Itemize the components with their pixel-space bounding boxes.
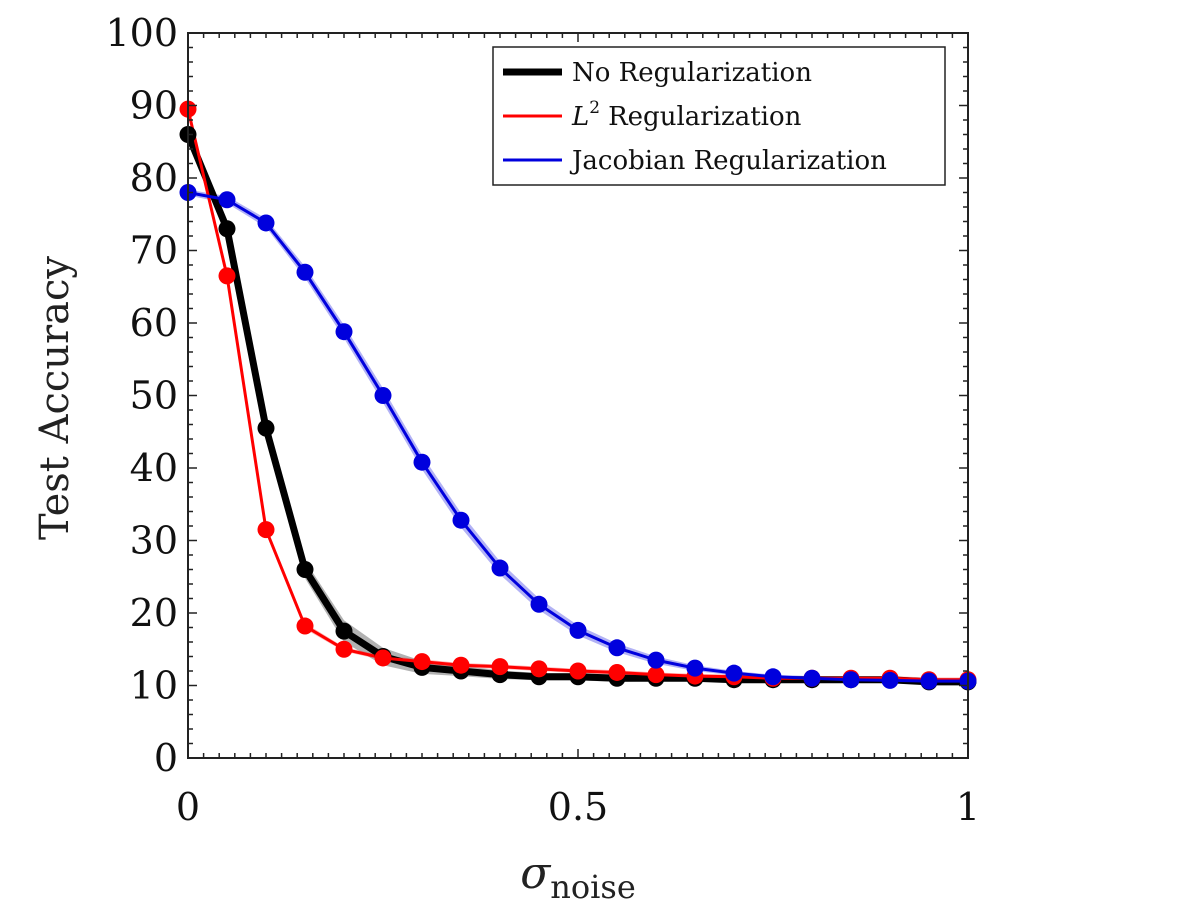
point-jacobian-regularization: [725, 664, 743, 682]
y-tick-label: 50: [130, 374, 178, 418]
y-tick-label: 80: [130, 156, 178, 200]
x-tick-label: 0: [176, 785, 200, 829]
point-jacobian-regularization: [608, 639, 626, 657]
x-axis-title-symbol: σ: [520, 848, 552, 899]
x-tick-label: 1: [956, 785, 980, 829]
y-tick-label: 20: [130, 591, 178, 635]
point-jacobian-regularization: [257, 214, 275, 232]
band-jacobian-regularization: [188, 189, 968, 684]
point-l2-regularization: [296, 617, 314, 635]
y-tick-label: 70: [130, 229, 178, 273]
point-jacobian-regularization: [569, 621, 587, 639]
x-axis-title: σnoise: [520, 848, 636, 906]
point-l2-regularization: [647, 666, 665, 684]
legend-label-no-regularization: No Regularization: [572, 58, 812, 88]
legend-label-jacobian-regularization: Jacobian Regularization: [569, 146, 887, 176]
y-tick-label: 30: [130, 519, 178, 563]
point-l2-regularization: [374, 649, 392, 667]
point-jacobian-regularization: [881, 671, 899, 689]
point-l2-regularization: [257, 521, 275, 539]
line-no-regularization: [184, 133, 968, 686]
point-jacobian-regularization: [764, 668, 782, 686]
y-tick-label: 40: [130, 446, 178, 490]
point-jacobian-regularization: [530, 595, 548, 613]
point-no-regularization: [335, 622, 353, 640]
y-tick-label: 60: [130, 301, 178, 345]
point-jacobian-regularization: [374, 387, 392, 404]
y-tick-label: 90: [130, 84, 178, 128]
point-l2-regularization: [530, 660, 548, 678]
legend-box: [492, 46, 946, 186]
band-l2-regularization: [188, 106, 968, 682]
legend: No Regularization L2 Regularization Jacobia…: [492, 46, 946, 186]
point-jacobian-regularization: [218, 191, 236, 209]
point-jacobian-regularization: [413, 453, 431, 471]
y-axis-title: Test Accuracy: [32, 256, 78, 540]
point-l2-regularization: [569, 662, 587, 680]
band-no-regularization: [188, 130, 968, 685]
line-l2-regularization: [186, 108, 968, 682]
point-l2-regularization: [452, 656, 470, 674]
point-l2-regularization: [335, 640, 353, 658]
point-no-regularization: [257, 419, 275, 437]
y-tick-label: 100: [105, 11, 178, 55]
point-no-regularization: [218, 220, 236, 238]
x-tick-label: 0.5: [548, 785, 608, 829]
point-jacobian-regularization: [296, 263, 314, 281]
point-jacobian-regularization: [491, 559, 509, 577]
y-tick-label: 10: [130, 664, 178, 708]
point-jacobian-regularization: [686, 659, 704, 677]
point-l2-regularization: [413, 653, 431, 671]
series-markers: [179, 100, 977, 691]
y-tick-label: 0: [154, 736, 178, 780]
point-jacobian-regularization: [452, 511, 470, 529]
confidence-bands: [188, 106, 968, 685]
point-jacobian-regularization: [803, 669, 821, 687]
axis-ticks: [187, 32, 969, 759]
point-l2-regularization: [218, 267, 236, 285]
x-axis-title-subscript: noise: [550, 868, 635, 906]
point-jacobian-regularization: [647, 651, 665, 669]
point-jacobian-regularization: [335, 323, 353, 341]
point-jacobian-regularization: [842, 671, 860, 689]
x-tick-labels: 0 0.5 1: [176, 785, 980, 829]
series-lines: [184, 108, 968, 686]
point-l2-regularization: [608, 663, 626, 681]
legend-label-l2-regularization: L2 Regularization: [571, 98, 802, 132]
point-no-regularization: [296, 561, 314, 578]
point-l2-regularization: [491, 658, 509, 676]
point-jacobian-regularization: [920, 672, 938, 690]
y-tick-labels: 0 10 20 30 40 50 60 70 80 90 100: [105, 11, 178, 780]
